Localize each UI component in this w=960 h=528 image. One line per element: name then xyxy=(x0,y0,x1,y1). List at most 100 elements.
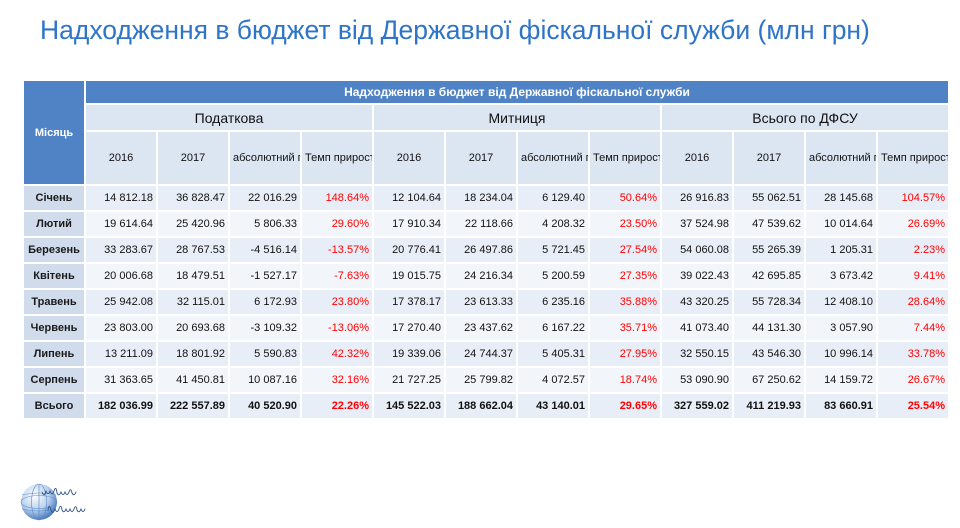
month-cell: Травень xyxy=(22,288,86,316)
customs-value-cell: 22 118.66 xyxy=(444,210,518,238)
total-value-cell: 39 022.43 xyxy=(660,262,734,290)
tax-value-cell: 182 036.99 xyxy=(84,392,158,420)
total-value-cell: 54 060.08 xyxy=(660,236,734,264)
customs-value-cell: 18 234.04 xyxy=(444,184,518,212)
customs-growth-rate-cell: 27.54% xyxy=(588,236,662,264)
tax-growth-rate-cell: -7.63% xyxy=(300,262,374,290)
total-growth-rate-cell: 33.78% xyxy=(876,340,950,368)
tax-value-cell: 31 363.65 xyxy=(84,366,158,394)
customs-value-cell: 6 235.16 xyxy=(516,288,590,316)
tax-growth-rate-cell: -13.57% xyxy=(300,236,374,264)
tax-value-cell: 36 828.47 xyxy=(156,184,230,212)
brand-logo xyxy=(20,483,86,521)
total-value-cell: 32 550.15 xyxy=(660,340,734,368)
tax-value-cell: 6 172.93 xyxy=(228,288,302,316)
customs-growth-rate-cell: 35.71% xyxy=(588,314,662,342)
group-header-customs: Митниця xyxy=(372,103,662,132)
tax-growth-rate-cell: 29.60% xyxy=(300,210,374,238)
table-row: Лютий 19 614.64 25 420.96 5 806.33 29.60% 17 … xyxy=(22,210,950,238)
customs-value-cell: 188 662.04 xyxy=(444,392,518,420)
customs-value-cell: 26 497.86 xyxy=(444,236,518,264)
table-caption: Надходження в бюджет від Державної фіска… xyxy=(84,79,950,105)
tax-value-cell: 18 479.51 xyxy=(156,262,230,290)
total-value-cell: 3 057.90 xyxy=(804,314,878,342)
customs-value-cell: 17 378.17 xyxy=(372,288,446,316)
total-value-cell: 28 145.68 xyxy=(804,184,878,212)
month-cell: Лютий xyxy=(22,210,86,238)
tax-growth-rate-cell: 23.80% xyxy=(300,288,374,316)
total-value-cell: 67 250.62 xyxy=(732,366,806,394)
total-value-cell: 41 073.40 xyxy=(660,314,734,342)
total-value-cell: 55 062.51 xyxy=(732,184,806,212)
tax-value-cell: 28 767.53 xyxy=(156,236,230,264)
customs-value-cell: 4 208.32 xyxy=(516,210,590,238)
month-cell: Квітень xyxy=(22,262,86,290)
total-growth-rate-cell: 26.69% xyxy=(876,210,950,238)
customs-value-cell: 4 072.57 xyxy=(516,366,590,394)
total-value-cell: 1 205.31 xyxy=(804,236,878,264)
total-value-cell: 53 090.90 xyxy=(660,366,734,394)
globe-logo-icon xyxy=(20,483,58,521)
month-cell: Січень xyxy=(22,184,86,212)
customs-growth-rate-cell: 50.64% xyxy=(588,184,662,212)
tax-value-cell: 10 087.16 xyxy=(228,366,302,394)
customs-growth-rate-cell: 27.95% xyxy=(588,340,662,368)
total-value-cell: 42 695.85 xyxy=(732,262,806,290)
tax-value-cell: 25 420.96 xyxy=(156,210,230,238)
customs-value-cell: 5 200.59 xyxy=(516,262,590,290)
tax-growth-rate-cell: 42.32% xyxy=(300,340,374,368)
tax-value-cell: -1 527.17 xyxy=(228,262,302,290)
budget-receipts-table: Місяць Надходження в бюджет від Державно… xyxy=(22,79,950,420)
total-growth-rate-cell: 28.64% xyxy=(876,288,950,316)
total-value-cell: 26 916.83 xyxy=(660,184,734,212)
total-value-cell: 411 219.93 xyxy=(732,392,806,420)
total-growth-rate-cell: 9.41% xyxy=(876,262,950,290)
total-value-cell: 83 660.91 xyxy=(804,392,878,420)
customs-value-cell: 145 522.03 xyxy=(372,392,446,420)
customs-growth-rate-cell: 29.65% xyxy=(588,392,662,420)
table-row: Червень 23 803.00 20 693.68 -3 109.32 -13.06… xyxy=(22,314,950,342)
month-cell: Липень xyxy=(22,340,86,368)
customs-year-a-column-header: 2016 xyxy=(372,130,446,186)
table-body: Січень 14 812.18 36 828.47 22 016.29 148.64%… xyxy=(22,184,950,420)
customs-value-cell: 25 799.82 xyxy=(444,366,518,394)
group-header-tax: Податкова xyxy=(84,103,374,132)
tax-value-cell: 40 520.90 xyxy=(228,392,302,420)
tax-value-cell: -4 516.14 xyxy=(228,236,302,264)
customs-growth-rate-cell: 18.74% xyxy=(588,366,662,394)
customs-value-cell: 17 910.34 xyxy=(372,210,446,238)
customs-year-b-column-header: 2017 xyxy=(444,130,518,186)
table-header: Місяць Надходження в бюджет від Державно… xyxy=(22,79,950,186)
table-row: Серпень 31 363.65 41 450.81 10 087.16 32.16%… xyxy=(22,366,950,394)
tax-value-cell: 25 942.08 xyxy=(84,288,158,316)
table-row: Квітень 20 006.68 18 479.51 -1 527.17 -7.63%… xyxy=(22,262,950,290)
tax-year-b-column-header: 2017 xyxy=(156,130,230,186)
tax-value-cell: 222 557.89 xyxy=(156,392,230,420)
tax-year-a-column-header: 2016 xyxy=(84,130,158,186)
customs-value-cell: 24 216.34 xyxy=(444,262,518,290)
total-value-cell: 43 320.25 xyxy=(660,288,734,316)
total-value-cell: 327 559.02 xyxy=(660,392,734,420)
tax-value-cell: 20 693.68 xyxy=(156,314,230,342)
total-absolute-growth-column-header: абсолютний приріст xyxy=(804,130,878,186)
tax-value-cell: 5 806.33 xyxy=(228,210,302,238)
customs-growth-rate-cell: 35.88% xyxy=(588,288,662,316)
tax-value-cell: 33 283.67 xyxy=(84,236,158,264)
tax-growth-rate-cell: -13.06% xyxy=(300,314,374,342)
month-cell: Всього xyxy=(22,392,86,420)
total-value-cell: 10 996.14 xyxy=(804,340,878,368)
group-header-row: Податкова Митниця Всього по ДФСУ xyxy=(23,103,950,132)
customs-value-cell: 6 167.22 xyxy=(516,314,590,342)
total-growth-rate-column-header: Темп приросту xyxy=(876,130,950,186)
tax-value-cell: 32 115.01 xyxy=(156,288,230,316)
month-cell: Березень xyxy=(22,236,86,264)
tax-value-cell: 41 450.81 xyxy=(156,366,230,394)
total-value-cell: 43 546.30 xyxy=(732,340,806,368)
table-row: Січень 14 812.18 36 828.47 22 016.29 148.64%… xyxy=(22,184,950,212)
total-growth-rate-cell: 2.23% xyxy=(876,236,950,264)
total-growth-rate-cell: 7.44% xyxy=(876,314,950,342)
customs-growth-rate-cell: 27.35% xyxy=(588,262,662,290)
total-year-a-column-header: 2016 xyxy=(660,130,734,186)
